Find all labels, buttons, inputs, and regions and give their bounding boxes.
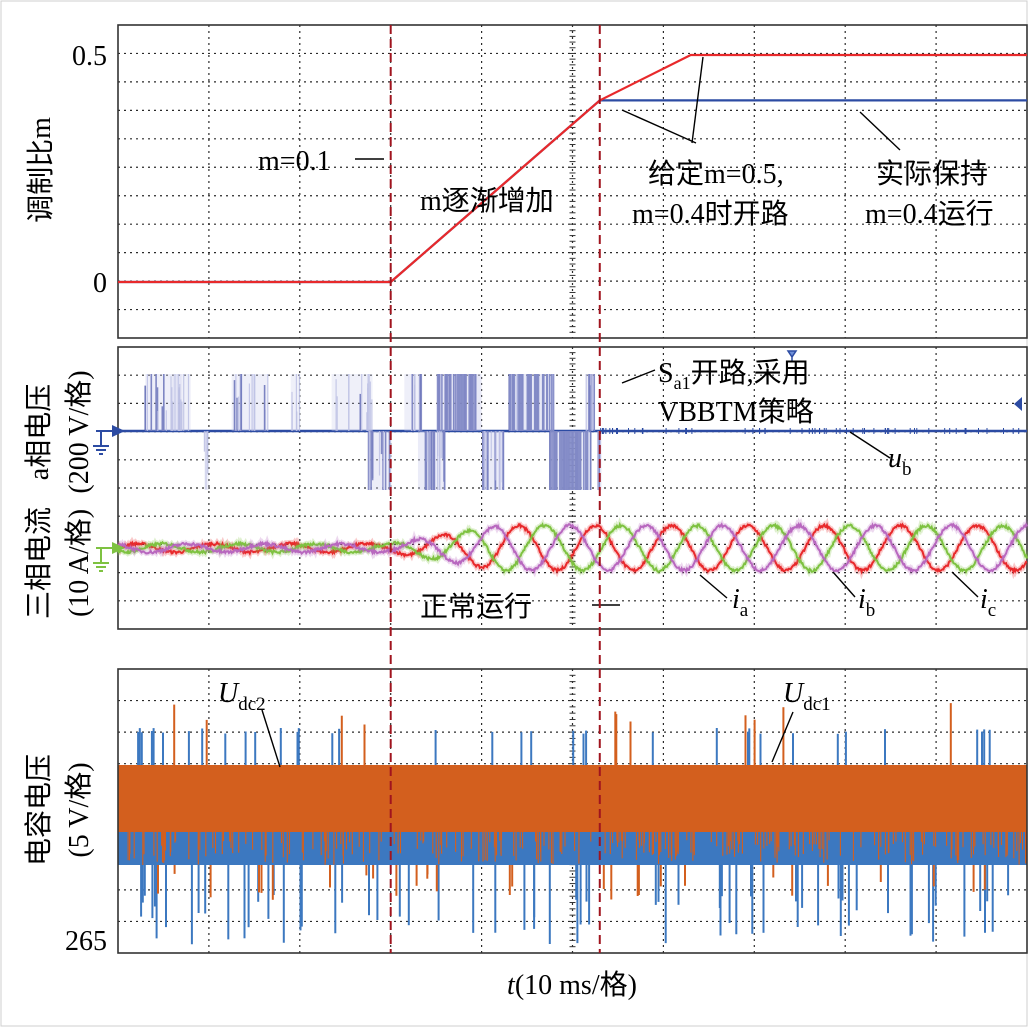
- voltage-burst-shade: [172, 374, 191, 431]
- panel2-frame: [117, 346, 1028, 630]
- label-ub: ub: [888, 443, 912, 480]
- voltage-burst-shade: [549, 431, 591, 490]
- annotation-given-2: m=0.4时开路: [632, 198, 789, 230]
- ytick-0-5: 0.5: [72, 41, 107, 72]
- trigger-icon: [786, 350, 798, 362]
- voltage-burst-shade: [436, 374, 482, 431]
- voltage-burst-shade: [290, 374, 300, 431]
- voltage-burst-shade: [145, 374, 182, 431]
- annotation-given-1: 给定m=0.5,: [648, 158, 784, 190]
- ylabel-voltage-2: (200 V/格): [63, 370, 95, 493]
- three-phase-currents: [115, 517, 1028, 580]
- ground-voltage-icon: [93, 431, 109, 455]
- label-ia: ia: [732, 584, 749, 621]
- capacitor-voltage-traces: [118, 703, 1027, 945]
- pointer-hold: [859, 111, 901, 151]
- ylabel-current-1: 三相电流: [23, 507, 55, 619]
- voltage-burst-shade: [481, 431, 505, 490]
- annotation-fault-2: VBBTM策略: [658, 396, 814, 428]
- pointer-ia: [699, 574, 728, 599]
- ytick-265: 265: [65, 926, 107, 957]
- pointer-udc1: [771, 711, 794, 763]
- ylabel-voltage-1: a相电压: [23, 384, 55, 480]
- voltage-burst-shade: [508, 374, 555, 431]
- annotation-normal: 正常运行: [420, 591, 532, 623]
- udc2-band: [118, 765, 1027, 832]
- annotation-hold-1: 实际保持: [876, 158, 988, 190]
- pointer-given-actual: [621, 109, 697, 144]
- annotation-fault-1: Sa1开路,采用: [658, 357, 810, 393]
- panel1-frame: [117, 24, 1028, 339]
- ylabel-current-2: (10 A/格): [63, 509, 95, 617]
- channel-current-marker: [112, 542, 125, 554]
- channel-voltage-marker: [112, 425, 125, 437]
- pointer-ub: [849, 431, 891, 459]
- voltage-burst-shade: [404, 374, 423, 431]
- annotation-m-start: m=0.1: [258, 146, 331, 177]
- label-ic: ic: [980, 584, 996, 621]
- label-ib: ib: [858, 584, 875, 621]
- ylabel-cap-2: (5 V/格): [63, 762, 95, 857]
- current-ib: [117, 521, 1028, 574]
- level-marker-icon: [1014, 397, 1022, 411]
- ylabel-cap-1: 电容电压: [23, 754, 55, 866]
- event-markers: [389, 25, 601, 953]
- voltage-burst-shade: [204, 431, 209, 490]
- ground-current-icon: [93, 548, 109, 572]
- label-udc2: Udc2: [218, 678, 266, 715]
- ytick-0: 0: [93, 268, 107, 299]
- xlabel: t(10 ms/格): [507, 969, 637, 1001]
- current-ic: [117, 521, 1028, 574]
- voltage-burst-shade: [586, 374, 596, 431]
- panel3-frame: [117, 668, 1028, 954]
- annotation-hold-2: m=0.4运行: [865, 198, 994, 230]
- pointer-fault: [621, 369, 656, 384]
- phase-a-voltage-trace: [118, 374, 1027, 490]
- voltage-burst-shade: [367, 431, 391, 490]
- annotation-ramp: m逐渐增加: [420, 185, 554, 217]
- voltage-burst-shade: [231, 374, 268, 431]
- ylabel-modulation: 调制比m: [25, 117, 57, 223]
- pointer-udc2: [261, 709, 281, 768]
- voltage-burst-shade: [331, 374, 373, 431]
- pointer-given-target: [691, 56, 704, 144]
- label-udc1: Udc1: [783, 678, 831, 715]
- pointer-ib: [832, 571, 856, 598]
- voltage-burst-shade: [417, 431, 446, 490]
- pointer-ic: [951, 571, 979, 598]
